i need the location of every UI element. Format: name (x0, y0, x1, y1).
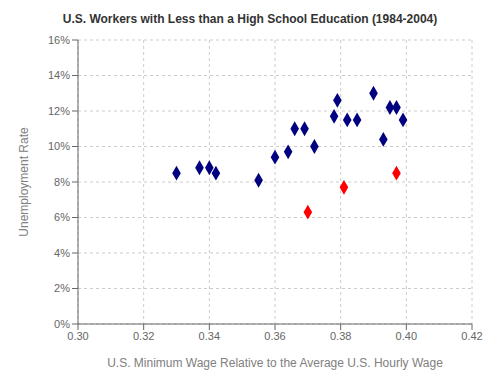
svg-text:0%: 0% (54, 318, 70, 330)
svg-text:2%: 2% (54, 282, 70, 294)
svg-text:4%: 4% (54, 247, 70, 259)
svg-text:0.32: 0.32 (133, 330, 154, 342)
svg-text:0.38: 0.38 (330, 330, 351, 342)
svg-text:0.36: 0.36 (264, 330, 285, 342)
svg-text:6%: 6% (54, 211, 70, 223)
svg-text:0.40: 0.40 (396, 330, 417, 342)
html-text:U.S. Workers with Less than a: U.S. Workers with Less than a High Schoo… (62, 12, 438, 26)
svg-text:U.S. Minimum Wage Relative to: U.S. Minimum Wage Relative to the Averag… (107, 356, 443, 370)
svg-text:0.42: 0.42 (461, 330, 482, 342)
svg-text:12%: 12% (48, 105, 70, 117)
svg-text:0.34: 0.34 (199, 330, 220, 342)
svg-text:8%: 8% (54, 176, 70, 188)
svg-text:10%: 10% (48, 140, 70, 152)
svg-text:16%: 16% (48, 34, 70, 46)
svg-text:14%: 14% (48, 69, 70, 81)
svg-text:Unemployment Rate: Unemployment Rate (17, 127, 31, 237)
svg-text:0.30: 0.30 (67, 330, 88, 342)
